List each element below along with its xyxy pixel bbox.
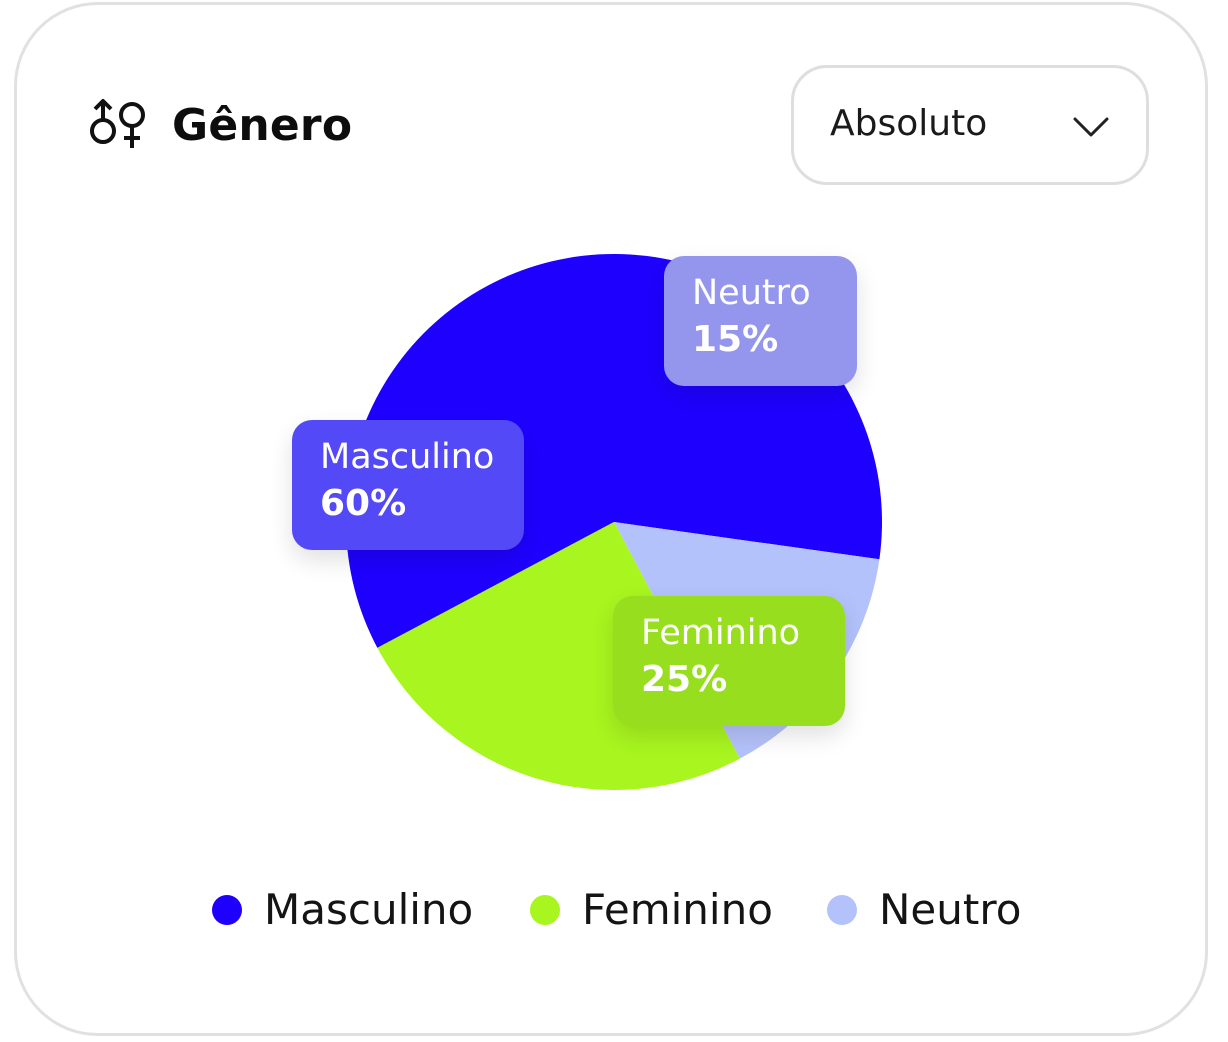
chevron-down-icon <box>1073 117 1109 137</box>
tooltip-feminino-value: 25% <box>641 659 728 700</box>
tooltip-neutro-name: Neutro <box>692 273 811 313</box>
tooltip-feminino-name: Feminino <box>641 613 801 653</box>
mode-select[interactable]: Absoluto <box>791 65 1149 185</box>
tooltip-masculino-name: Masculino <box>320 437 495 477</box>
tooltip-feminino: Feminino 25% <box>613 596 845 726</box>
chart-legend: Masculino Feminino Neutro <box>0 880 1228 940</box>
legend-label-neutro: Neutro <box>879 885 1022 934</box>
tooltip-neutro: Neutro 15% <box>664 256 857 386</box>
legend-dot-neutro <box>827 895 857 925</box>
gender-icon <box>90 99 145 148</box>
tooltip-masculino: Masculino 60% <box>292 420 524 550</box>
legend-dot-masculino <box>212 895 242 925</box>
mode-select-value: Absoluto <box>830 103 988 144</box>
legend-dot-feminino <box>530 895 560 925</box>
legend-label-masculino: Masculino <box>264 885 474 934</box>
card-title: Gênero <box>172 100 353 151</box>
tooltip-masculino-value: 60% <box>320 483 407 524</box>
legend-label-feminino: Feminino <box>582 885 773 934</box>
tooltip-neutro-value: 15% <box>692 319 779 360</box>
